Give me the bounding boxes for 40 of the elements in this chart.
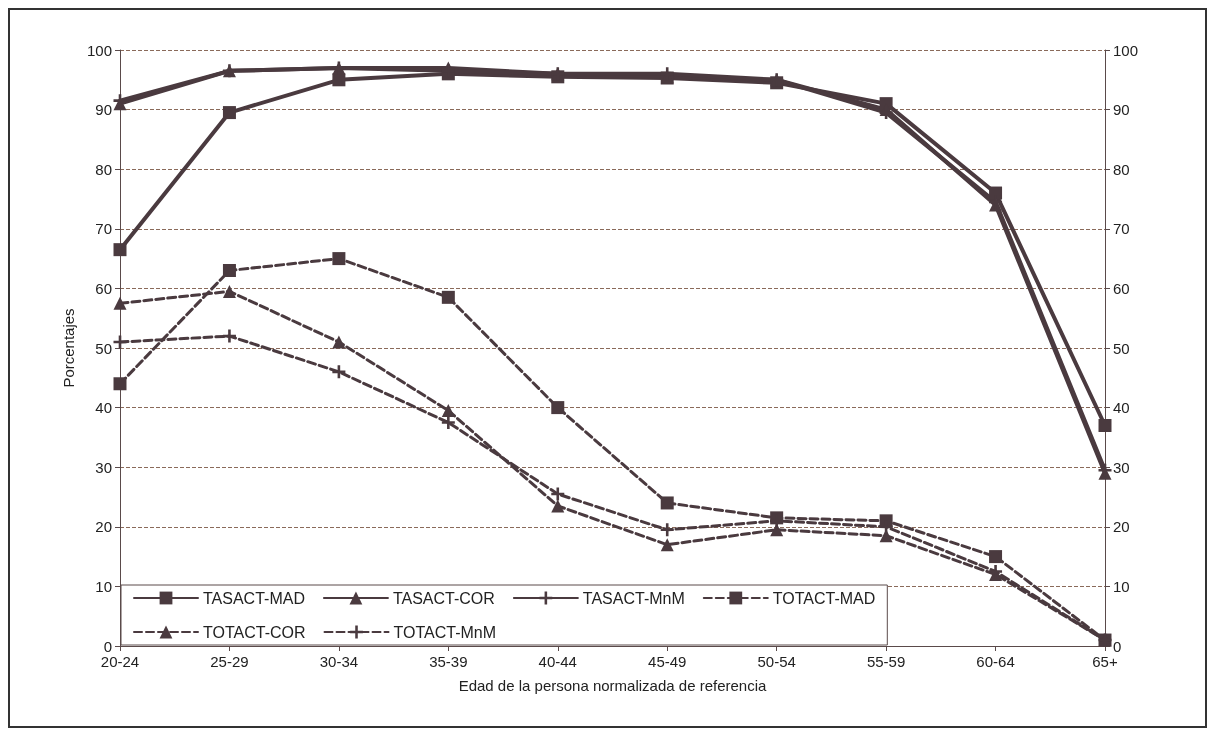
legend-label: TOTACT-COR bbox=[203, 623, 306, 641]
y-axis-title: Porcentajes bbox=[60, 308, 78, 388]
y-tick-label: 20 bbox=[95, 518, 112, 536]
legend-label: TOTACT-MAD bbox=[772, 589, 876, 607]
y2-tick-label: 90 bbox=[1113, 101, 1130, 119]
x-tick-label: 20-24 bbox=[100, 653, 140, 670]
y2-tick-label: 70 bbox=[1113, 220, 1130, 238]
legend-label: TASACT-MnM bbox=[582, 589, 685, 607]
y-tick-label: 0 bbox=[103, 637, 112, 655]
y-tick-label: 100 bbox=[86, 41, 112, 59]
y2-tick-label: 60 bbox=[1113, 279, 1130, 297]
y2-tick-label: 10 bbox=[1113, 577, 1130, 595]
y-tick-label: 10 bbox=[95, 577, 112, 595]
y-tick-label: 90 bbox=[95, 101, 112, 119]
x-tick-label: 60-64 bbox=[976, 653, 1015, 670]
y-tick-label: 80 bbox=[95, 160, 112, 178]
x-tick-label: 50-54 bbox=[757, 653, 796, 670]
y2-tick-label: 40 bbox=[1113, 399, 1130, 417]
x-tick-label: 35-39 bbox=[429, 653, 468, 670]
x-tick-label: 45-49 bbox=[648, 653, 687, 670]
x-tick-label: 30-34 bbox=[319, 653, 359, 670]
y2-tick-label: 50 bbox=[1113, 339, 1130, 357]
y2-tick-label: 0 bbox=[1113, 637, 1122, 655]
x-axis-title: Edad de la persona normalizada de referencia bbox=[458, 677, 767, 694]
y2-tick-label: 80 bbox=[1113, 160, 1130, 178]
x-tick-label: 40-44 bbox=[538, 653, 577, 670]
y2-tick-label: 100 bbox=[1113, 41, 1139, 59]
y2-tick-label: 30 bbox=[1113, 458, 1130, 476]
y-tick-label: 50 bbox=[95, 339, 112, 357]
y-tick-label: 60 bbox=[95, 279, 112, 297]
legend-label: TASACT-MAD bbox=[203, 589, 305, 607]
x-tick-label: 25-29 bbox=[210, 653, 249, 670]
y2-tick-label: 20 bbox=[1113, 518, 1130, 536]
y-tick-label: 70 bbox=[95, 220, 112, 238]
x-tick-label: 55-59 bbox=[866, 653, 906, 670]
y-tick-label: 30 bbox=[95, 458, 112, 476]
y-tick-label: 40 bbox=[95, 399, 112, 417]
legend-label: TOTACT-MnM bbox=[393, 623, 497, 641]
x-tick-label: 65+ bbox=[1092, 653, 1118, 670]
legend-label: TASACT-COR bbox=[392, 589, 495, 607]
